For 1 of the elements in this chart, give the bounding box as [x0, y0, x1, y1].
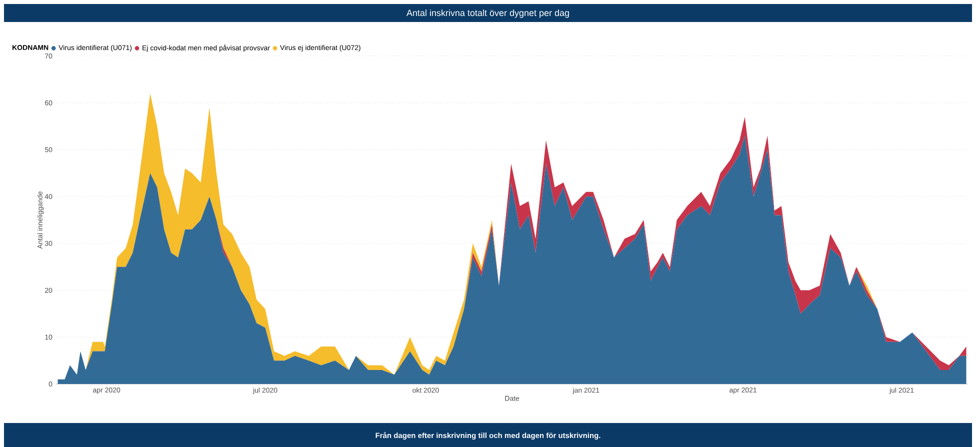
- chart-title: Antal inskrivna totalt över dygnet per dag: [406, 9, 569, 18]
